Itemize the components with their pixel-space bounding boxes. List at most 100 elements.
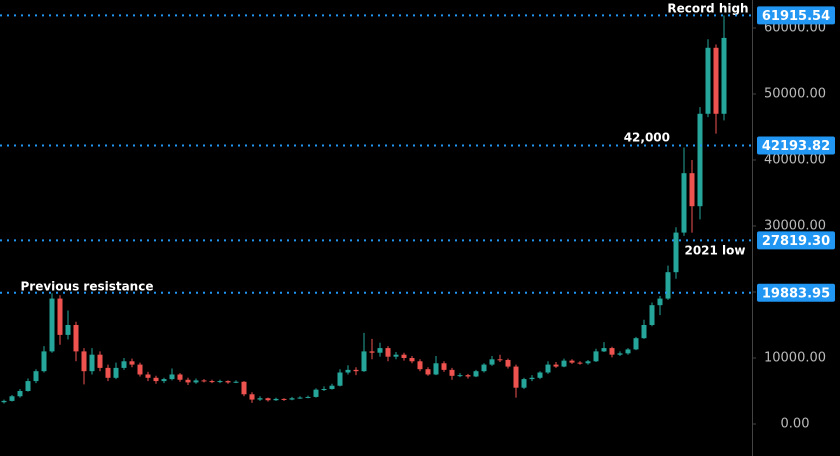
candle-body [169, 374, 175, 380]
candle-body [273, 398, 279, 401]
candle-body [441, 363, 447, 370]
candle-body [281, 398, 287, 400]
level-label-box [757, 136, 835, 155]
candle-body [49, 298, 55, 352]
level-label-box [757, 231, 835, 250]
candle-body [641, 324, 647, 339]
candle-body [593, 351, 599, 362]
candle-body [345, 369, 351, 373]
candle-body [537, 372, 543, 378]
candle-body [1, 400, 7, 403]
candle-body [713, 47, 719, 114]
level-label: 27819.30 [762, 234, 830, 249]
candle-body [153, 377, 159, 382]
annotation: Record high [667, 2, 748, 16]
level-label: 61915.54 [762, 9, 830, 24]
candle-body [489, 359, 495, 365]
candle-body [113, 367, 119, 378]
candle-body [33, 371, 39, 382]
candle-body [121, 361, 127, 368]
candle-body [393, 354, 399, 357]
candle-body [657, 298, 663, 306]
candle-body [241, 381, 247, 395]
candle-body [561, 360, 567, 367]
candle-body [137, 364, 143, 375]
candle-body [521, 379, 527, 388]
candle-body [305, 396, 311, 398]
candle-body [201, 380, 207, 382]
candle-body [481, 364, 487, 372]
plot-area [1, 15, 727, 404]
candle-body [161, 379, 167, 382]
candle-body [81, 351, 87, 372]
candle-body [257, 398, 263, 400]
candle-body [513, 366, 519, 388]
candle-body [673, 232, 679, 273]
candle-body [545, 364, 551, 373]
candle-body [193, 380, 199, 383]
y-tick-label: 30000.00 [764, 218, 826, 233]
candle-body [41, 351, 47, 372]
level-label-box [757, 6, 835, 25]
candle-body [633, 338, 639, 350]
candle-body [297, 397, 303, 399]
candle-body [457, 375, 463, 377]
candle-body [617, 353, 623, 355]
candle-body [529, 377, 535, 380]
candle-body [217, 381, 223, 383]
candle-body [17, 390, 23, 397]
candle-body [97, 354, 103, 368]
candle-body [369, 351, 375, 353]
candle-body [401, 354, 407, 358]
candle-body [233, 381, 239, 383]
candle-body [417, 361, 423, 370]
candle-body [225, 381, 231, 383]
y-tick-label: 50000.00 [764, 86, 826, 101]
candle-body [129, 361, 135, 365]
candle-body [665, 272, 671, 299]
candle-body [65, 324, 71, 335]
candle-body [177, 374, 183, 380]
candle-body [337, 372, 343, 386]
annotation: 42,000 [624, 131, 670, 145]
candle-body [57, 298, 63, 335]
candle-body [473, 371, 479, 377]
candle-body [409, 357, 415, 362]
candle-body [433, 363, 439, 375]
candle-body [425, 369, 431, 375]
candle-body [377, 348, 383, 353]
candle-body [601, 348, 607, 352]
candle-body [145, 374, 151, 378]
candle-body [585, 361, 591, 364]
candle-body [497, 359, 503, 361]
candle-body [689, 173, 695, 207]
candle-body [289, 398, 295, 400]
level-label: 19883.95 [762, 286, 830, 301]
y-tick-label: 0.00 [781, 416, 810, 431]
candle-body [329, 385, 335, 390]
candle-body [649, 305, 655, 325]
candle-body [385, 348, 391, 357]
candle-body [697, 113, 703, 207]
candle-body [313, 389, 319, 397]
candle-body [9, 396, 15, 401]
y-tick-label: 10000.00 [764, 350, 826, 365]
candle-body [185, 379, 191, 383]
candle-body [209, 381, 215, 383]
candle-body [361, 351, 367, 372]
level-label: 42193.82 [762, 139, 830, 154]
y-tick-label: 40000.00 [764, 152, 826, 167]
candle-body [553, 364, 559, 367]
candle-body [25, 381, 31, 391]
candle-body [609, 348, 615, 355]
candle-body [681, 173, 687, 233]
candle-body [249, 394, 255, 400]
candle-body [449, 369, 455, 376]
candle-body [105, 367, 111, 378]
candle-body [721, 37, 727, 114]
candle-body [625, 349, 631, 354]
level-label-box [757, 283, 835, 302]
candle-body [89, 354, 95, 372]
candle-body [505, 359, 511, 367]
